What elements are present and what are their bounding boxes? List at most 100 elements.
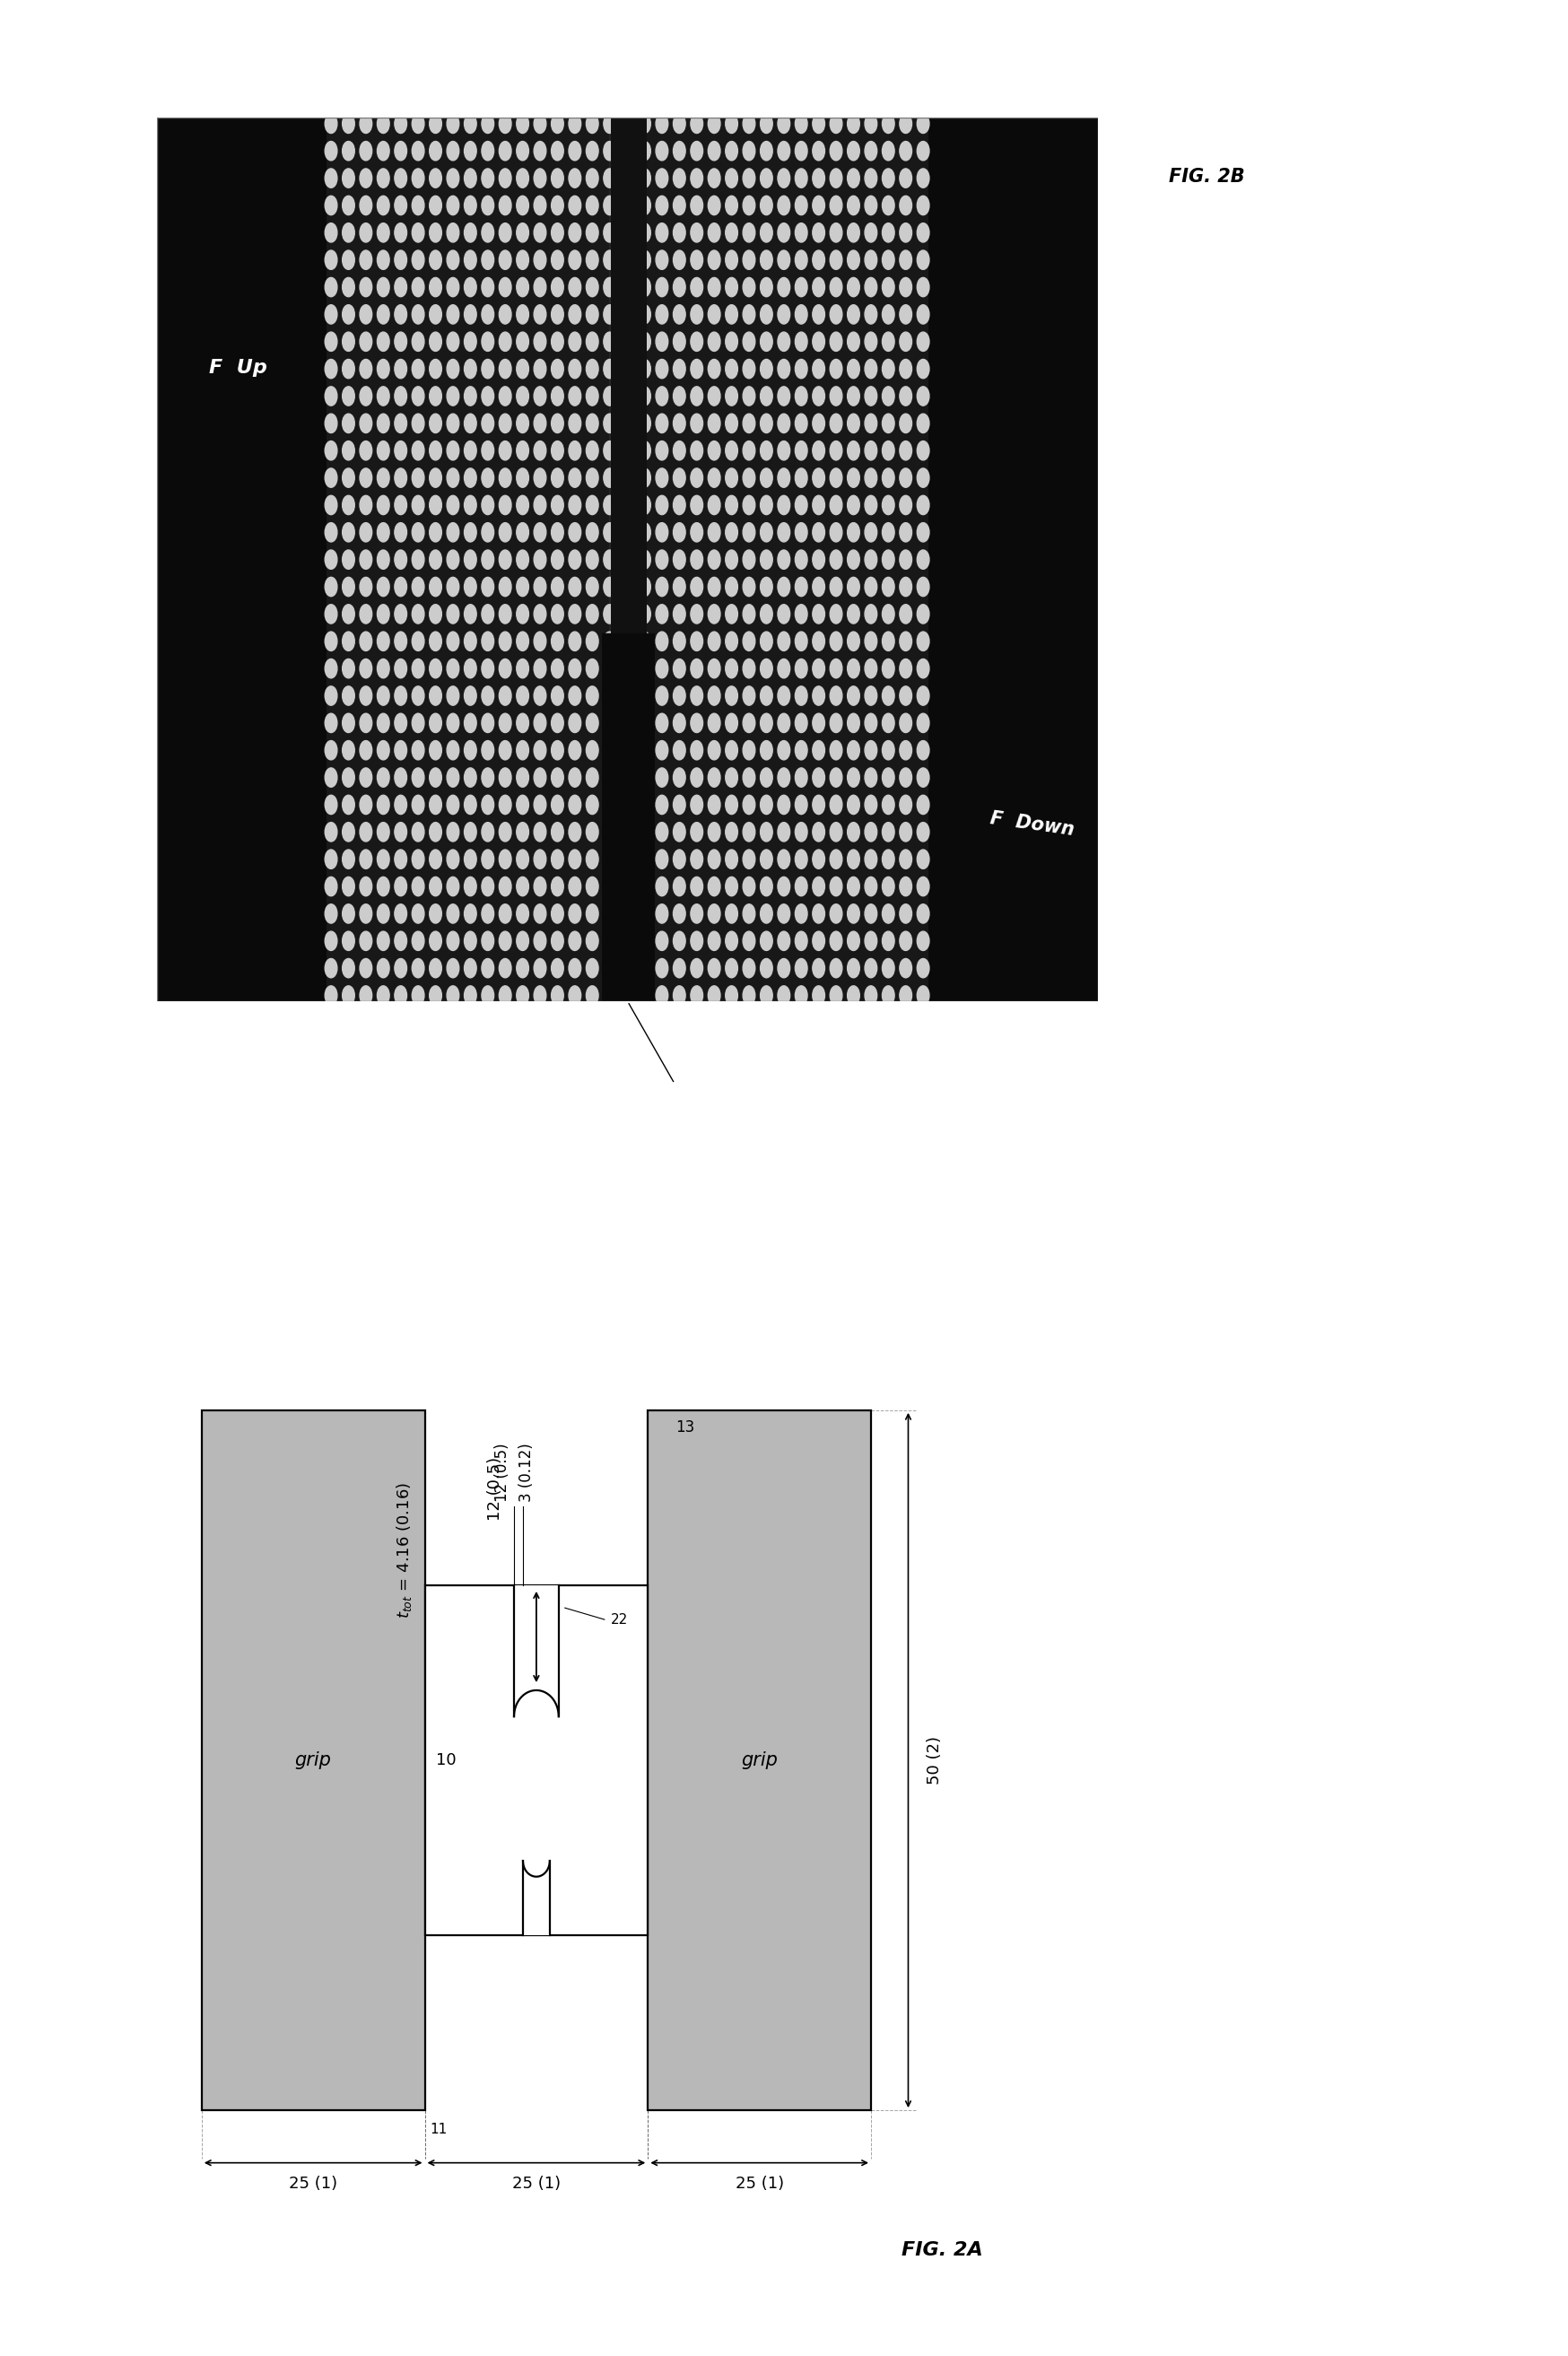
Circle shape	[864, 985, 877, 1006]
Circle shape	[638, 523, 651, 542]
Circle shape	[447, 577, 459, 596]
Circle shape	[795, 113, 808, 134]
Circle shape	[533, 304, 546, 325]
Circle shape	[430, 196, 442, 214]
Circle shape	[864, 332, 877, 351]
Circle shape	[395, 686, 406, 704]
Circle shape	[586, 332, 597, 351]
Circle shape	[864, 224, 877, 243]
Circle shape	[655, 441, 668, 459]
Circle shape	[569, 170, 580, 188]
Circle shape	[829, 141, 842, 160]
Wedge shape	[514, 1689, 558, 1718]
Circle shape	[447, 469, 459, 488]
Text: 22: 22	[610, 1614, 627, 1628]
Circle shape	[499, 278, 511, 297]
Circle shape	[430, 224, 442, 243]
Circle shape	[395, 714, 406, 733]
Circle shape	[655, 224, 668, 243]
Circle shape	[430, 931, 442, 949]
Circle shape	[864, 495, 877, 514]
Circle shape	[447, 714, 459, 733]
Circle shape	[395, 740, 406, 761]
Circle shape	[673, 415, 685, 434]
Circle shape	[898, 577, 911, 596]
Circle shape	[707, 876, 720, 895]
Circle shape	[481, 985, 494, 1006]
Circle shape	[430, 796, 442, 815]
Circle shape	[447, 876, 459, 895]
Bar	[514, 1586, 558, 1718]
Circle shape	[604, 360, 616, 379]
Circle shape	[829, 822, 842, 841]
Circle shape	[481, 851, 494, 869]
Circle shape	[516, 441, 528, 459]
Circle shape	[916, 740, 928, 761]
Circle shape	[516, 141, 528, 160]
Circle shape	[516, 469, 528, 488]
Circle shape	[412, 660, 423, 679]
Circle shape	[533, 196, 546, 214]
Circle shape	[376, 360, 389, 379]
Circle shape	[325, 250, 337, 269]
Circle shape	[586, 441, 597, 459]
Circle shape	[586, 250, 597, 269]
Circle shape	[760, 876, 771, 895]
Circle shape	[847, 577, 859, 596]
Circle shape	[829, 113, 842, 134]
Circle shape	[638, 905, 651, 924]
Circle shape	[812, 332, 825, 351]
Circle shape	[376, 660, 389, 679]
Circle shape	[812, 577, 825, 596]
Circle shape	[604, 141, 616, 160]
Circle shape	[430, 549, 442, 570]
Circle shape	[898, 141, 911, 160]
Circle shape	[864, 686, 877, 704]
Circle shape	[707, 495, 720, 514]
Circle shape	[829, 851, 842, 869]
Circle shape	[673, 851, 685, 869]
Circle shape	[481, 959, 494, 978]
Circle shape	[864, 768, 877, 787]
Circle shape	[864, 605, 877, 624]
Circle shape	[655, 304, 668, 325]
Circle shape	[342, 360, 354, 379]
Circle shape	[707, 714, 720, 733]
Circle shape	[724, 985, 737, 1006]
Circle shape	[916, 469, 928, 488]
Circle shape	[864, 360, 877, 379]
Circle shape	[916, 714, 928, 733]
Circle shape	[829, 985, 842, 1006]
Circle shape	[724, 768, 737, 787]
Circle shape	[847, 959, 859, 978]
Circle shape	[724, 631, 737, 650]
Circle shape	[569, 985, 580, 1006]
Circle shape	[395, 332, 406, 351]
Circle shape	[569, 113, 580, 134]
Circle shape	[499, 549, 511, 570]
Circle shape	[604, 250, 616, 269]
Circle shape	[881, 931, 894, 949]
Circle shape	[690, 332, 702, 351]
Circle shape	[916, 304, 928, 325]
Circle shape	[847, 822, 859, 841]
Circle shape	[569, 768, 580, 787]
Circle shape	[550, 768, 563, 787]
Circle shape	[707, 441, 720, 459]
Circle shape	[881, 985, 894, 1006]
Circle shape	[673, 631, 685, 650]
Circle shape	[533, 577, 546, 596]
Circle shape	[499, 523, 511, 542]
Circle shape	[812, 469, 825, 488]
Circle shape	[586, 905, 597, 924]
Circle shape	[395, 386, 406, 405]
Circle shape	[325, 141, 337, 160]
Circle shape	[359, 523, 372, 542]
Circle shape	[325, 278, 337, 297]
Circle shape	[376, 740, 389, 761]
Circle shape	[325, 822, 337, 841]
Circle shape	[707, 605, 720, 624]
Circle shape	[586, 768, 597, 787]
Circle shape	[464, 605, 477, 624]
Circle shape	[499, 851, 511, 869]
